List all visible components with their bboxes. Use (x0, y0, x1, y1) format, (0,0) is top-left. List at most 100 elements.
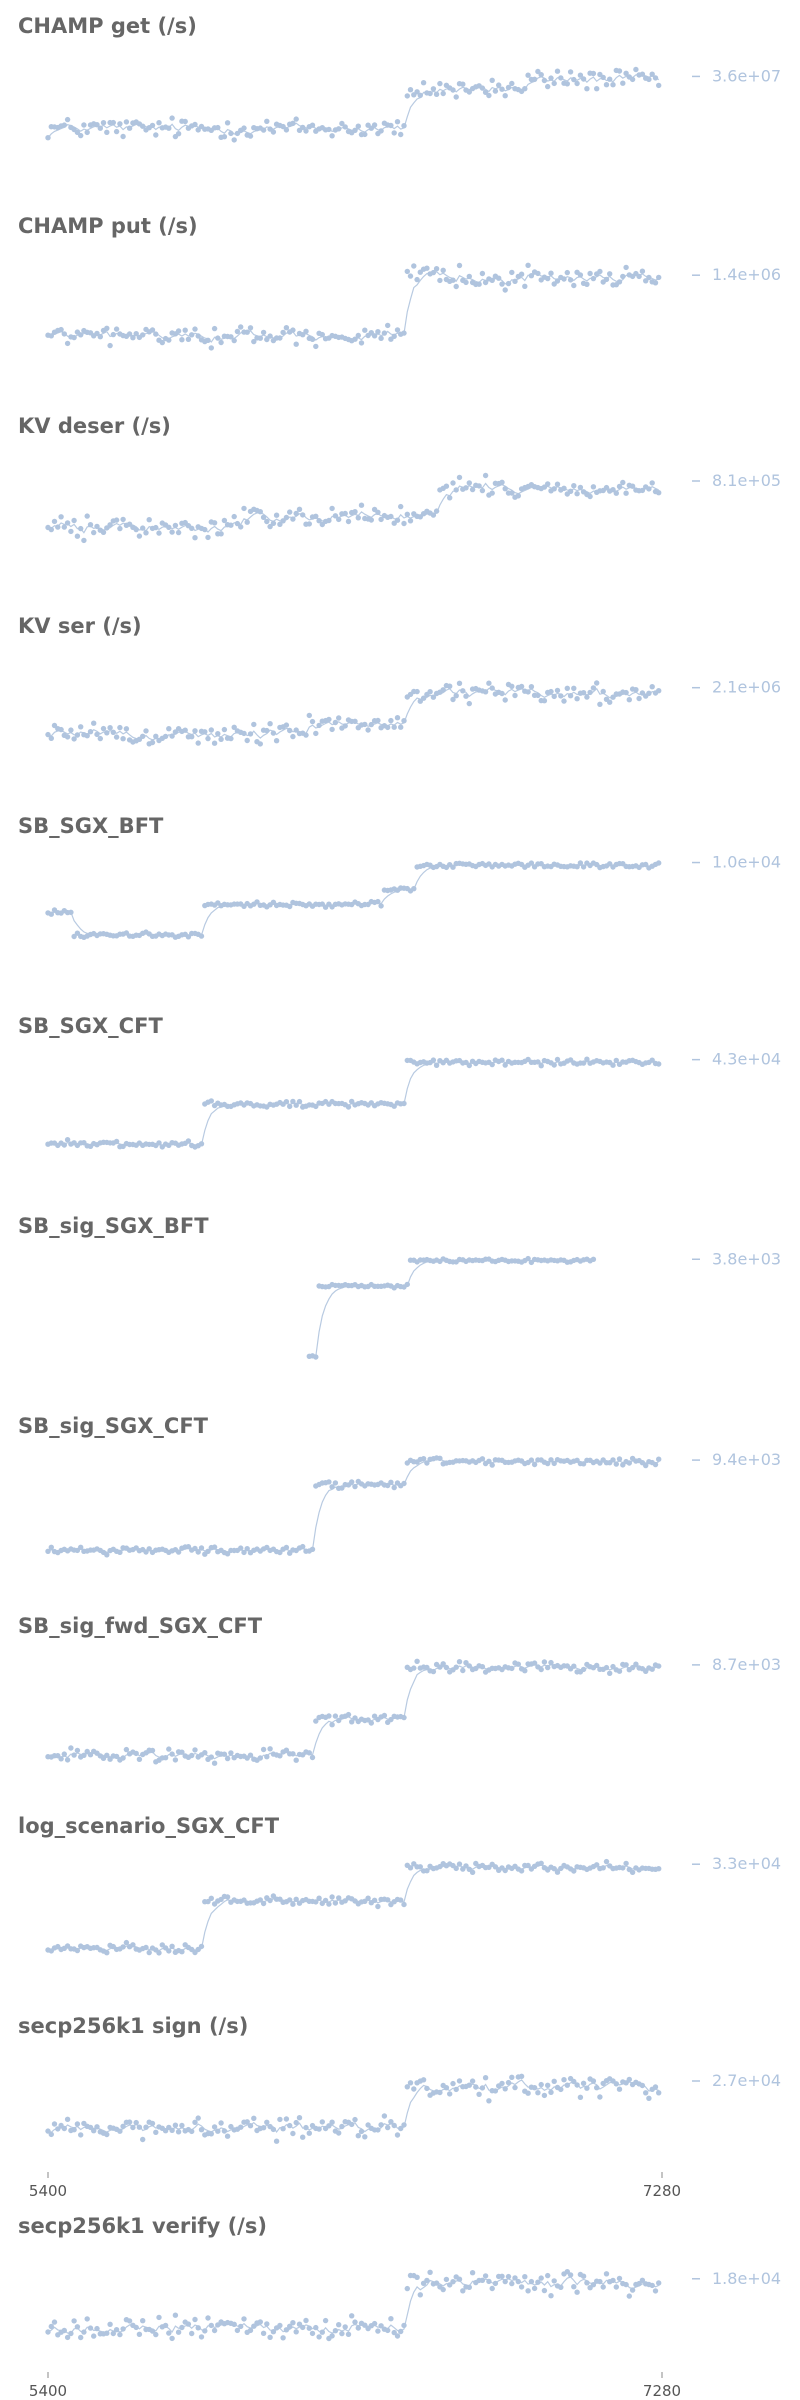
data-point (594, 1662, 600, 1669)
data-point (590, 2078, 597, 2084)
data-point (394, 715, 401, 721)
data-point (453, 2086, 459, 2093)
data-point (375, 2127, 381, 2133)
data-point (326, 517, 332, 524)
data-point (316, 2126, 322, 2132)
data-point (649, 2282, 655, 2289)
data-point (594, 1862, 600, 1868)
data-point (545, 481, 551, 487)
data-point (561, 485, 567, 491)
trend-line (47, 482, 659, 534)
data-point (78, 2334, 84, 2341)
data-point (433, 91, 440, 98)
data-point (140, 123, 146, 129)
reference-value-label: 8.1e+05 (712, 471, 781, 490)
data-point (231, 2321, 237, 2327)
data-point (603, 82, 610, 88)
data-point (300, 512, 306, 518)
data-point (616, 2086, 623, 2092)
data-point (81, 2329, 87, 2335)
data-point (45, 731, 51, 738)
data-point (336, 1717, 342, 1724)
data-point (466, 2284, 472, 2290)
data-point (117, 724, 123, 731)
data-point (398, 503, 404, 510)
data-point (48, 333, 54, 339)
data-point (538, 2275, 544, 2281)
data-point (502, 697, 508, 703)
data-point (290, 1098, 296, 1105)
data-point (241, 505, 247, 512)
data-point (541, 1659, 548, 1665)
data-point (211, 2124, 218, 2130)
data-point (345, 2331, 352, 2337)
data-point (407, 87, 414, 93)
data-point (264, 518, 270, 525)
data-point (574, 2289, 580, 2295)
data-point (267, 523, 273, 530)
data-point (473, 2084, 479, 2090)
data-point (120, 2326, 126, 2332)
data-point (404, 2285, 410, 2292)
data-point (551, 1062, 557, 1068)
data-point (616, 1456, 623, 1462)
data-point (336, 1895, 342, 1901)
data-point (371, 1897, 378, 1903)
data-point (264, 2119, 270, 2125)
data-point (342, 124, 348, 130)
data-point (522, 283, 528, 289)
data-point (548, 688, 554, 695)
data-point (424, 265, 430, 271)
data-point (564, 269, 570, 276)
data-point (247, 731, 254, 737)
chart-panel: SB_sig_SGX_CFT 9.4e+03 (0, 1400, 800, 1600)
data-point (349, 1479, 355, 1485)
data-point (149, 2328, 156, 2334)
data-point (548, 75, 554, 81)
data-point (169, 2335, 175, 2342)
data-point (639, 268, 646, 274)
data-point (195, 127, 201, 133)
data-point (149, 739, 156, 746)
data-point (479, 2085, 486, 2091)
data-point (492, 2088, 499, 2094)
data-point (280, 518, 286, 524)
data-point (538, 1063, 544, 1069)
data-point (71, 2127, 77, 2133)
data-point (169, 115, 175, 121)
data-point (149, 1747, 156, 1754)
data-point (518, 683, 525, 690)
data-point (78, 525, 84, 532)
data-point (590, 1256, 597, 1262)
data-point (577, 272, 584, 278)
data-point (205, 1548, 211, 1554)
data-point (430, 1668, 437, 1675)
data-point (136, 2124, 143, 2130)
data-point (104, 730, 110, 736)
data-point (509, 683, 515, 689)
data-point (489, 1061, 495, 1068)
data-point (610, 1062, 616, 1068)
data-point (61, 524, 67, 530)
data-point (401, 1714, 407, 1721)
data-point (368, 721, 374, 728)
data-point (342, 510, 348, 517)
data-point (603, 1664, 610, 1671)
chart-panel: CHAMP get (/s) 3.6e+07 (0, 0, 800, 200)
data-point (48, 911, 54, 917)
data-point (417, 92, 423, 99)
data-point (71, 334, 77, 341)
data-point (574, 1457, 580, 1463)
data-point (502, 2086, 508, 2092)
data-point (398, 724, 404, 730)
data-point (427, 689, 433, 695)
chart-plot: 3.6e+07 (45, 66, 781, 143)
data-point (156, 120, 162, 126)
data-point (440, 687, 446, 693)
data-point (91, 2333, 97, 2339)
data-point (590, 685, 597, 691)
data-point (378, 2122, 384, 2128)
data-point (456, 2276, 463, 2282)
data-point (525, 72, 531, 78)
